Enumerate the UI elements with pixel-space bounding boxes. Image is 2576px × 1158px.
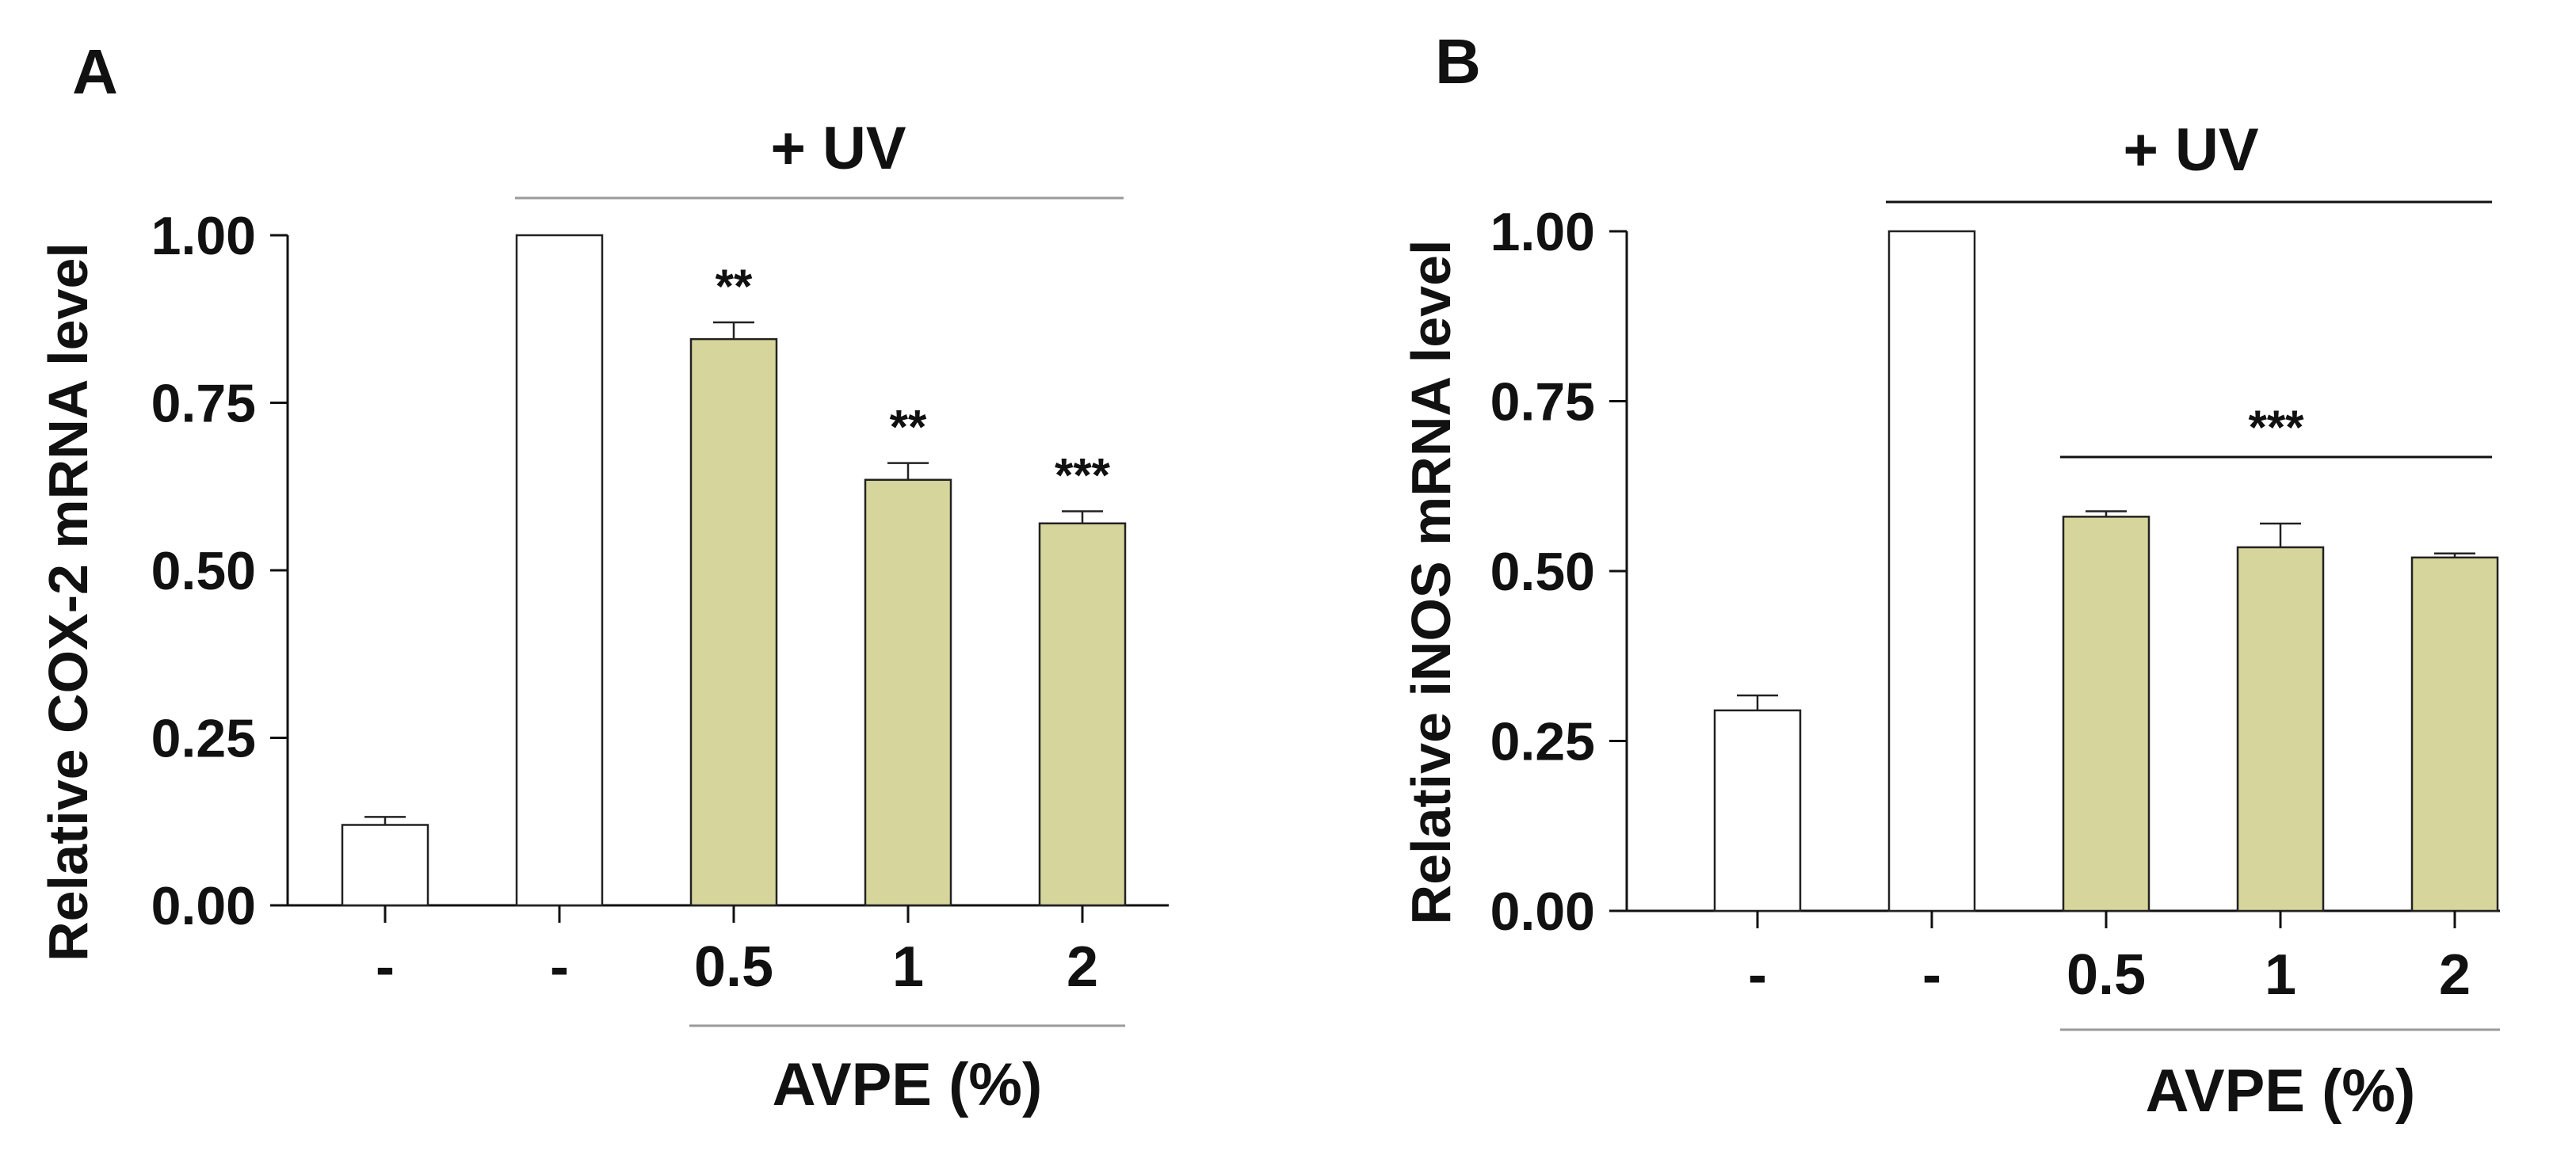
x-tick-label: - <box>1748 943 1767 1007</box>
x-tick-label: - <box>550 935 569 999</box>
y-axis-label: Relative iNOS mRNA level <box>1400 240 1462 925</box>
bar <box>1713 709 1802 912</box>
significance-bracket-label: *** <box>2248 401 2304 454</box>
significance-marker: ** <box>890 401 927 454</box>
x-tick-label: 2 <box>1067 935 1098 999</box>
x-axis-label: AVPE (%) <box>773 1051 1043 1118</box>
y-tick-label: 0.00 <box>151 876 256 936</box>
bar <box>2410 556 2499 912</box>
y-tick-label: 0.00 <box>1490 882 1595 942</box>
panel-label: B <box>1435 26 1481 97</box>
significance-marker: ** <box>716 260 753 313</box>
uv-group-label: + UV <box>2123 116 2258 184</box>
x-tick-label: 0.5 <box>2067 943 2146 1007</box>
bar <box>1038 522 1127 907</box>
x-tick-label: 1 <box>2265 943 2296 1007</box>
x-axis-label: AVPE (%) <box>2146 1057 2416 1125</box>
bar <box>341 824 429 907</box>
significance-marker: *** <box>1055 449 1111 502</box>
x-tick-label: - <box>1922 943 1941 1007</box>
y-tick-label: 0.75 <box>1490 372 1595 432</box>
panel-a-chart: A Relative COX-2 mRNA level 0.00 0.25 0.50 0.… <box>37 36 1169 1118</box>
uv-group-label: + UV <box>770 115 906 182</box>
y-tick-label: 1.00 <box>151 206 256 266</box>
y-tick-label: 0.50 <box>151 541 256 601</box>
y-tick-label: 1.00 <box>1490 202 1595 262</box>
bar <box>864 478 952 907</box>
bar <box>689 337 778 907</box>
panel-b-chart: B Relative iNOS mRNA level 0.00 0.25 0.50 0.7… <box>1400 26 2500 1125</box>
y-tick-label: 0.75 <box>151 374 256 434</box>
x-tick-label: 2 <box>2439 943 2471 1007</box>
x-tick-label: 1 <box>892 935 924 999</box>
bar <box>515 234 604 907</box>
y-tick-label: 0.25 <box>151 709 256 769</box>
bar <box>1887 230 1976 912</box>
y-tick-label: 0.50 <box>1490 542 1595 602</box>
panel-label: A <box>72 36 118 107</box>
y-tick-label: 0.25 <box>1490 712 1595 772</box>
bar <box>2062 516 2150 912</box>
bar <box>2236 546 2325 912</box>
x-tick-label: - <box>376 935 395 999</box>
y-axis-label: Relative COX-2 mRNA level <box>37 242 99 962</box>
x-tick-label: 0.5 <box>694 935 773 999</box>
